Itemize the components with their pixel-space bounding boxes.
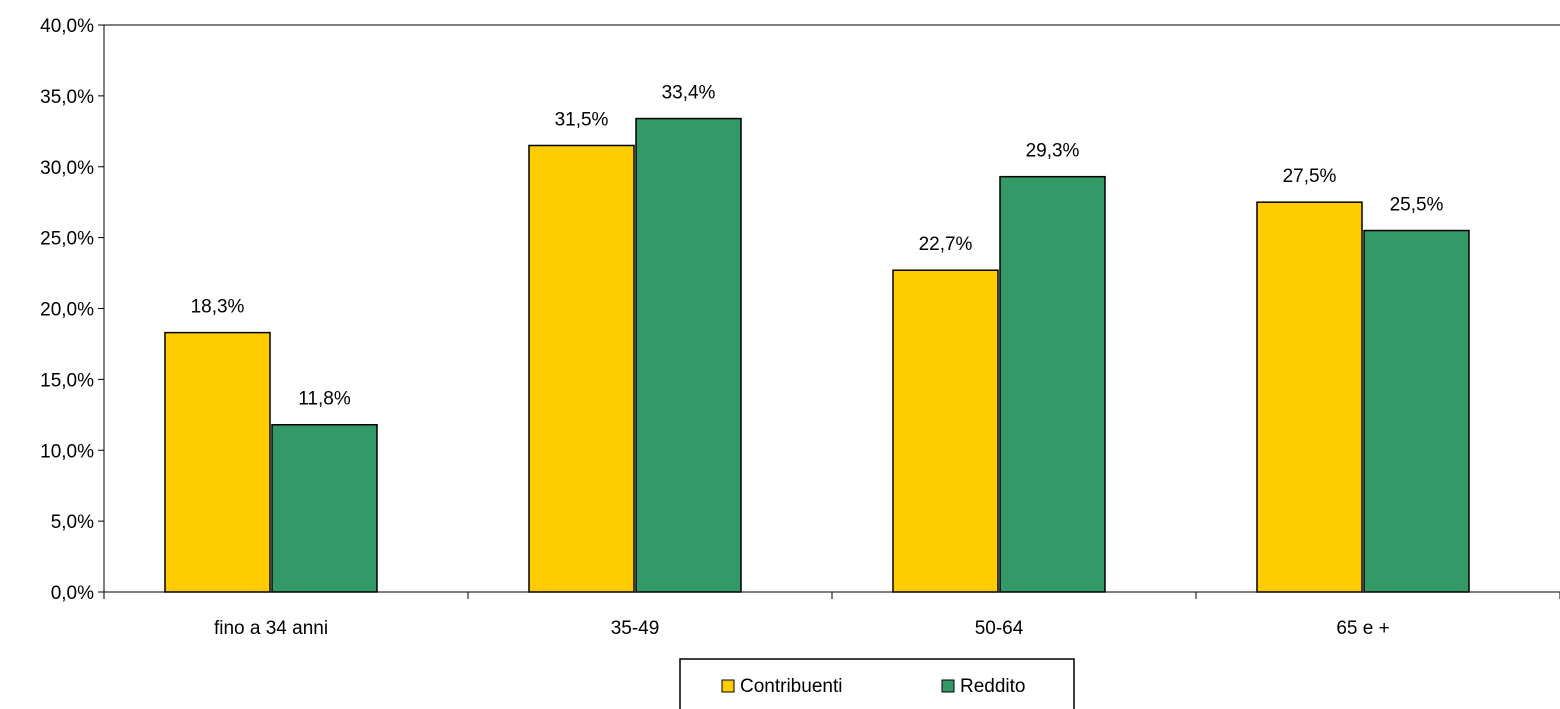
y-tick-label: 30,0% [40,158,94,179]
data-label: 11,8% [298,389,351,410]
x-tick-label: 35-49 [611,618,660,639]
legend-label-contribuenti: Contribuenti [740,676,842,697]
bar-contribuenti [892,269,999,593]
legend-label-reddito: Reddito [960,676,1026,697]
y-tick-label: 25,0% [40,229,94,250]
bar-reddito [1363,229,1470,593]
y-tick-label: 0,0% [51,583,94,604]
x-tick-label: 65 e + [1336,618,1389,639]
bar-contribuenti [1256,201,1363,593]
data-label: 29,3% [1026,141,1080,162]
bar-reddito [271,423,378,593]
data-label: 33,4% [662,83,716,104]
legend-swatch-reddito [941,679,955,693]
x-tick-label: fino a 34 anni [214,618,328,639]
y-tick-label: 5,0% [51,512,94,533]
y-tick-label: 15,0% [40,370,94,391]
legend-swatch-contribuenti [721,679,735,693]
data-label: 31,5% [555,109,609,130]
y-tick-label: 40,0% [40,16,94,37]
bar-contribuenti [164,331,271,593]
legend-box [679,658,1075,709]
data-label: 27,5% [1283,166,1337,187]
y-tick-label: 35,0% [40,87,94,108]
data-label: 25,5% [1390,195,1444,216]
y-tick-label: 10,0% [40,441,94,462]
x-axis: fino a 34 anni 35-49 50-64 65 e + [103,591,1560,639]
bar-contribuenti [528,144,635,593]
data-label: 22,7% [919,234,973,255]
legend: Contribuenti Reddito [679,658,1075,709]
bars [164,117,1470,593]
x-tick-label: 50-64 [975,618,1024,639]
data-labels: 18,3% 11,8% 31,5% 33,4% 22,7% 29,3% 27,5% 25,5% [191,83,1444,410]
data-label: 18,3% [191,297,245,318]
y-tick-label: 20,0% [40,300,94,321]
bar-reddito [635,117,742,593]
bar-reddito [999,175,1106,593]
y-axis: 0,0% 5,0% 10,0% 15,0% 20,0% 25,0% 30,0% 35,0% 40… [40,16,1560,604]
